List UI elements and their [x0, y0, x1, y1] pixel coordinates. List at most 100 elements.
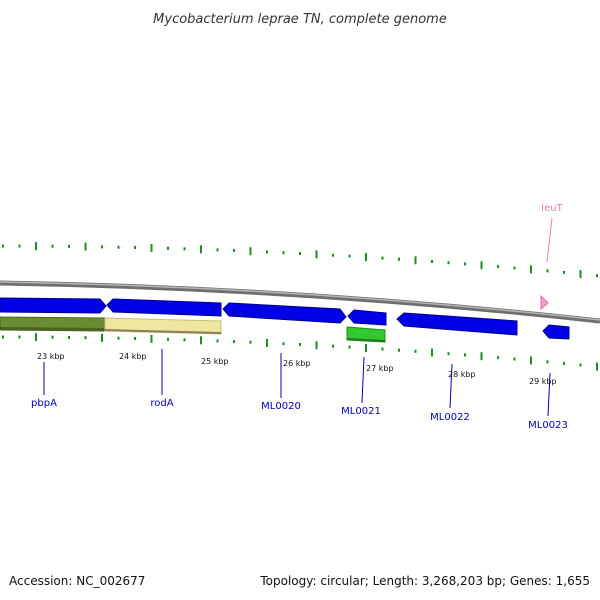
gene-label-ML0023[interactable]: ML0023 [528, 420, 568, 431]
gc-dot [84, 242, 87, 251]
gc-dot [134, 246, 136, 249]
gc-dot [249, 247, 252, 256]
gc-dot [447, 261, 450, 265]
gc-dot [2, 335, 4, 339]
gc-dot [18, 244, 21, 248]
gc-dot [315, 250, 318, 259]
gc-dot [530, 265, 532, 274]
gc-dot [299, 252, 301, 255]
gene-label-leuT[interactable]: leuT [541, 203, 563, 214]
gc-dot [35, 333, 37, 342]
scale-label: 27 kbp [366, 364, 394, 373]
gc-dot [101, 333, 103, 342]
gc-dot [134, 337, 136, 340]
gc-dot [68, 335, 70, 339]
trna-leuT[interactable] [540, 294, 549, 311]
gc-dot [480, 261, 483, 270]
gc-dot [546, 269, 549, 273]
gc-track-outer [2, 242, 598, 278]
gc-dot [266, 338, 268, 347]
gc-dot [51, 244, 54, 248]
gc-dot [579, 270, 582, 278]
gc-dot [546, 360, 549, 364]
gene-pbpA-shadow [0, 327, 105, 331]
gc-dot [315, 341, 318, 350]
forward-strand-features [0, 294, 570, 340]
gc-dot [513, 357, 516, 361]
label-leaders [43, 217, 553, 417]
gene-rodA-shadow [105, 329, 221, 334]
scale-label: 29 kbp [529, 377, 557, 386]
scale-label: 26 kbp [283, 359, 311, 368]
gc-dot [233, 340, 235, 343]
cds-ML0021[interactable] [347, 309, 387, 326]
cds-rodA-fwd[interactable] [106, 298, 222, 317]
scale-label: 23 kbp [37, 352, 65, 361]
gc-dot [332, 253, 334, 257]
gc-dot [282, 342, 285, 346]
cds-ML0022[interactable] [396, 312, 518, 336]
gc-dot [2, 244, 4, 248]
gc-dot [35, 242, 37, 251]
gc-dot [464, 353, 466, 357]
gc-dot [117, 336, 120, 340]
gene-label-rodA[interactable]: rodA [150, 398, 173, 409]
accession-text: Accession: NC_002677 [9, 574, 145, 588]
gc-dot [51, 335, 54, 339]
gene-label-ML0022[interactable]: ML0022 [430, 412, 470, 423]
gc-dot [216, 248, 219, 252]
gc-dot [497, 356, 499, 360]
gc-dot [200, 245, 202, 254]
leader-ML0023 [547, 372, 551, 417]
genome-summary-text: Topology: circular; Length: 3,268,203 bp… [259, 574, 590, 588]
cds-ML0023[interactable] [542, 324, 570, 340]
cds-pbpA-fwd[interactable] [0, 297, 107, 314]
gene-label-ML0021[interactable]: ML0021 [341, 406, 381, 417]
gc-dot [563, 361, 565, 365]
gc-dot [183, 338, 186, 342]
gc-dot [167, 246, 169, 250]
gene-features [0, 316, 386, 343]
map-title: Mycobacterium leprae TN, complete genome [153, 12, 447, 27]
gc-dot [464, 262, 466, 266]
gene-ML0021-shadow [347, 338, 385, 342]
gc-dot [596, 274, 598, 278]
gc-dot [513, 266, 516, 270]
gc-track-inner [2, 333, 598, 371]
scale-label: 25 kbp [201, 357, 229, 366]
gc-dot [233, 249, 235, 252]
gc-dot [150, 334, 153, 343]
gc-dot [431, 348, 433, 357]
gc-dot [414, 256, 417, 265]
gc-dot [579, 363, 582, 367]
gc-dot [84, 336, 87, 340]
gene-label-ML0020[interactable]: ML0020 [261, 401, 301, 412]
gene-labels: pbpA rodA ML0020 ML0021 ML0022 ML0023 le… [31, 203, 568, 431]
gc-dot [398, 348, 400, 352]
gc-dot [18, 335, 21, 339]
gc-dot [266, 250, 268, 254]
cds-ML0020[interactable] [222, 302, 347, 324]
gc-dot [447, 352, 450, 356]
gc-dot [101, 245, 103, 249]
gc-dot [365, 253, 367, 262]
gc-dot [414, 349, 417, 353]
leader-ML0022 [449, 363, 453, 409]
gc-dot [150, 243, 153, 252]
gc-dot [216, 339, 219, 343]
leader-leuT [546, 217, 553, 263]
gc-dot [497, 265, 499, 269]
gc-dot [183, 247, 186, 251]
leader-ML0021 [361, 356, 365, 404]
gc-dot [431, 260, 433, 263]
gc-dot [596, 362, 598, 371]
gc-dot [249, 340, 252, 344]
gene-label-pbpA[interactable]: pbpA [31, 398, 57, 409]
scale-label: 24 kbp [119, 352, 147, 361]
genome-backbone-highlight [0, 281, 600, 321]
gc-dot [348, 345, 351, 349]
genome-backbone [0, 280, 600, 324]
gc-dot [117, 245, 120, 249]
gc-dot [299, 343, 301, 346]
